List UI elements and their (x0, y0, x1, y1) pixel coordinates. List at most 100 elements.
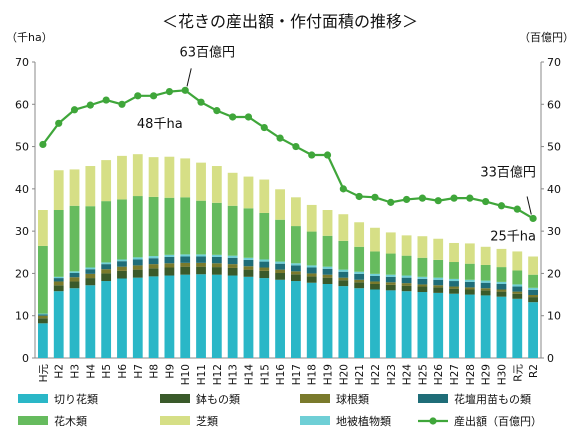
bar-segment (528, 297, 538, 303)
bar-segment (306, 231, 317, 266)
bar-segment (433, 238, 444, 260)
bar-segment (417, 278, 428, 285)
bar-segment (338, 214, 349, 241)
bar-segment (275, 279, 285, 358)
bar-segment (227, 172, 238, 206)
line-point (434, 197, 442, 205)
bar-segment (480, 288, 491, 291)
bar-segment (354, 222, 365, 247)
bar-segment (38, 315, 48, 319)
bar-segment (85, 285, 96, 358)
bar-segment (496, 291, 507, 297)
bar-segment (322, 210, 333, 236)
bar-segment (385, 232, 396, 254)
bar-segment (528, 289, 538, 295)
bar-segment (449, 288, 459, 294)
bar-segment (496, 296, 507, 358)
plot-area: 0 0 10 10 20 20 30 30 40 40 50 50 60 60 70 70 H元 H2 H3 H4 H5… (15, 44, 561, 385)
x-tick-label: H4 (85, 364, 97, 379)
bar-segment (401, 283, 412, 286)
bar-segment (53, 170, 64, 210)
bar-segment (69, 273, 80, 278)
bar-segment (132, 154, 143, 197)
bar-segment (433, 287, 444, 293)
line-point (118, 100, 126, 108)
annotation-leader (526, 196, 532, 215)
left-tick-label: 60 (15, 98, 29, 111)
bar-segment (385, 276, 396, 283)
bar-segment (496, 248, 507, 268)
bar-segment (101, 201, 112, 263)
bar-segment (464, 263, 475, 280)
bar-segment (132, 277, 143, 358)
legend-swatch (18, 416, 48, 425)
bar-segment (53, 285, 64, 292)
bar-segment (101, 273, 112, 282)
bar-segment (85, 278, 96, 286)
bar-segment (512, 298, 523, 358)
bar-segment (148, 276, 159, 358)
left-tick-label: 50 (15, 141, 29, 154)
bar-segment (196, 254, 206, 257)
bar-segment (101, 262, 112, 265)
x-tick-label: H21 (354, 364, 366, 385)
x-tick-label: H23 (386, 364, 398, 385)
line-series-path (42, 89, 534, 220)
x-tick-label: H16 (275, 364, 287, 386)
line-point (450, 194, 458, 202)
bar-segment (385, 282, 396, 285)
bar-segment (480, 290, 491, 296)
bar-segment (354, 246, 365, 272)
bar-segment (38, 314, 48, 316)
line-point (402, 195, 411, 204)
annotation-leader (186, 68, 192, 87)
bar-segment (291, 197, 301, 227)
bar-segment (53, 281, 64, 286)
bar-segment (227, 275, 238, 358)
bar-segment (243, 208, 254, 258)
bar-segment (338, 280, 349, 287)
bar-segment (243, 269, 254, 277)
bar-segment (117, 266, 127, 271)
line-point (308, 151, 316, 159)
bar-segment (275, 273, 285, 280)
x-tick-label: H5 (101, 364, 113, 379)
bar-segment (512, 284, 523, 287)
line-point (149, 92, 158, 100)
line-point (482, 197, 490, 206)
bar-segment (132, 257, 143, 260)
bar-segment (275, 269, 285, 273)
left-axis-unit: （千ha） (6, 31, 53, 44)
bar-segment (196, 274, 206, 358)
legend-swatch (300, 416, 330, 425)
right-tick-label: 30 (547, 225, 561, 238)
x-tick-label: H29 (481, 364, 493, 385)
x-tick-label: H18 (307, 364, 319, 385)
bar-segment (322, 284, 333, 358)
bar-segment (132, 265, 143, 270)
bar-segment (370, 275, 380, 282)
bar-segment (433, 277, 444, 280)
bar-segment (101, 160, 112, 202)
line-point (276, 134, 284, 142)
bar-segment (322, 277, 333, 284)
bar-segment (243, 259, 254, 267)
bar-segment (180, 262, 191, 267)
line-point (418, 194, 427, 202)
bar-segment (180, 256, 191, 263)
left-tick-label: 70 (15, 56, 29, 69)
bar-segment (338, 271, 349, 278)
bar-segment (275, 261, 285, 264)
right-tick-label: 20 (547, 267, 561, 280)
bar-segment (164, 156, 175, 198)
x-tick-label: R2 (528, 364, 540, 378)
legend-label: 鉢もの類 (196, 392, 240, 406)
bar-segment (385, 274, 396, 277)
bar-segment (180, 254, 191, 257)
bar-segment (512, 270, 523, 285)
line-point (229, 113, 237, 121)
bar-segment (69, 271, 80, 273)
bar-segment (354, 273, 365, 280)
bar-segment (211, 274, 222, 358)
